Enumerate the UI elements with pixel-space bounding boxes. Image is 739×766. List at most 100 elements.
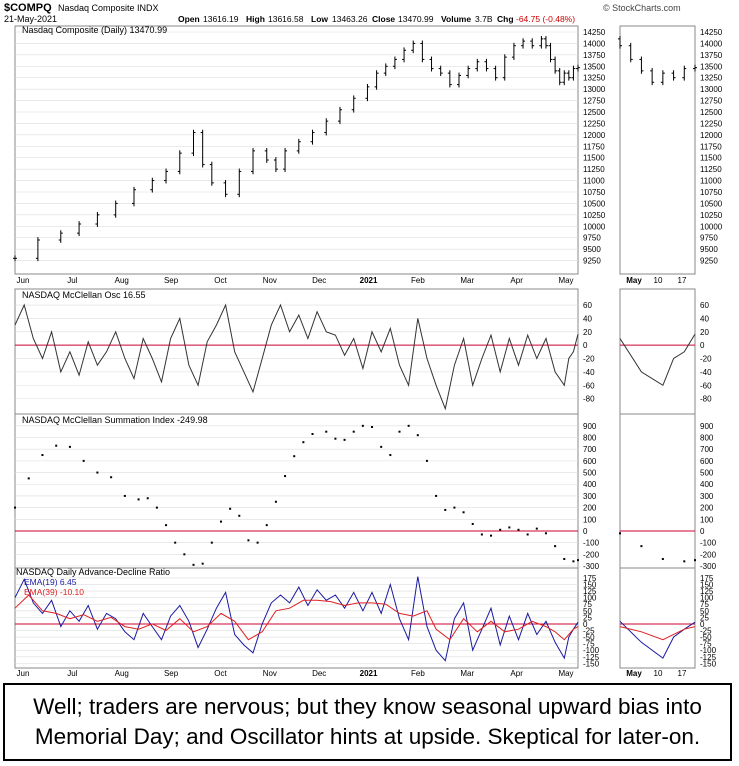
y-tick-label: 13750 bbox=[583, 51, 606, 60]
x-axis-label-bottom: Dec bbox=[312, 669, 326, 678]
zoom-x-label-bottom: 10 bbox=[654, 669, 663, 678]
summation-point bbox=[444, 508, 447, 511]
summation-point bbox=[302, 441, 305, 444]
summation-point bbox=[41, 454, 44, 457]
osc-zoom-series-line-0 bbox=[619, 333, 696, 387]
y-tick-label: 0 bbox=[583, 341, 588, 350]
volume-label: Volume bbox=[441, 14, 471, 24]
zoom-y-tick-label: 800 bbox=[700, 434, 714, 443]
summation-point bbox=[165, 524, 168, 527]
zoom-y-tick-label: 0 bbox=[700, 341, 705, 350]
adr-zoom-series-line-1 bbox=[619, 626, 696, 641]
y-tick-label: 500 bbox=[583, 469, 597, 478]
x-axis-label-bottom: May bbox=[558, 669, 573, 678]
y-tick-label: 20 bbox=[583, 328, 592, 337]
zoom-y-tick-label: 9250 bbox=[700, 257, 718, 266]
x-axis-label-top: Nov bbox=[263, 276, 277, 285]
grid-layer bbox=[14, 25, 696, 669]
zoom-y-tick-label: -200 bbox=[700, 550, 717, 559]
summation-point bbox=[256, 541, 259, 544]
y-tick-label: 13000 bbox=[583, 85, 606, 94]
y-tick-label: -200 bbox=[583, 550, 600, 559]
summation-zoom-frame bbox=[619, 413, 696, 569]
zoom-y-tick-label: 13500 bbox=[700, 62, 723, 71]
zoom-y-tick-label: 9750 bbox=[700, 234, 718, 243]
summation-point bbox=[480, 533, 483, 536]
summation-point bbox=[577, 559, 579, 562]
y-tick-label: -50 bbox=[583, 633, 595, 642]
zoom-y-tick-label: 40 bbox=[700, 314, 709, 323]
y-tick-label: 10250 bbox=[583, 211, 606, 220]
adr-panel-frame bbox=[14, 567, 579, 669]
zoom-y-tick-label: 12000 bbox=[700, 131, 723, 140]
y-tick-label: 11500 bbox=[583, 154, 605, 163]
y-tick-label: 175 bbox=[583, 574, 597, 583]
y-tick-label: -80 bbox=[583, 395, 595, 404]
summation-panel-frame bbox=[14, 413, 579, 569]
adr-series-line-0 bbox=[14, 576, 579, 662]
y-tick-label: 75 bbox=[583, 600, 592, 609]
x-axis-label-top: Feb bbox=[411, 276, 425, 285]
y-tick-label: 100 bbox=[583, 594, 597, 603]
y-tick-label: -100 bbox=[583, 539, 600, 548]
summation-point bbox=[146, 497, 149, 500]
y-tick-label: 14250 bbox=[583, 28, 606, 37]
technical-chart: $COMPQ Nasdaq Composite INDX 21-May-2021… bbox=[4, 2, 723, 678]
zoom-y-tick-label: -20 bbox=[700, 355, 712, 364]
summation-point bbox=[361, 424, 364, 427]
y-tick-label: 600 bbox=[583, 457, 597, 466]
y-tick-label: 12000 bbox=[583, 131, 606, 140]
zoom-y-tick-label: 60 bbox=[700, 301, 709, 310]
zoom-y-tick-label: 11750 bbox=[700, 142, 722, 151]
zoom-y-tick-label: 20 bbox=[700, 328, 709, 337]
y-tick-label: 12750 bbox=[583, 97, 606, 106]
summation-point bbox=[311, 433, 314, 436]
y-tick-label: 0 bbox=[583, 527, 588, 536]
zoom-summation-point bbox=[640, 545, 643, 548]
y-tick-label: 60 bbox=[583, 301, 592, 310]
zoom-y-tick-label: 300 bbox=[700, 492, 714, 501]
summation-point bbox=[265, 524, 268, 527]
x-axis-label-bottom: Nov bbox=[263, 669, 277, 678]
y-tick-label: -25 bbox=[583, 627, 595, 636]
zoom-y-tick-label: 14250 bbox=[700, 28, 723, 37]
zoom-y-tick-label: 10750 bbox=[700, 188, 723, 197]
summation-point bbox=[219, 520, 222, 523]
x-axis-label-bottom: Jun bbox=[17, 669, 30, 678]
commentary-caption: Well; traders are nervous; but they know… bbox=[3, 683, 732, 761]
y-tick-label: 50 bbox=[583, 607, 592, 616]
y-tick-label: 9250 bbox=[583, 257, 601, 266]
y-tick-label: 13250 bbox=[583, 74, 606, 83]
summation-point bbox=[425, 459, 428, 462]
zoom-y-tick-label: -300 bbox=[700, 562, 717, 571]
x-axis-label-bottom: 2021 bbox=[360, 669, 378, 678]
osc-panel-frame bbox=[14, 288, 579, 415]
zoom-y-tick-label: 0 bbox=[700, 527, 705, 536]
summation-point bbox=[192, 563, 195, 566]
low-label: Low bbox=[311, 14, 328, 24]
adr-zoom-series-line-0 bbox=[619, 620, 696, 659]
summation-point bbox=[284, 475, 287, 478]
y-tick-label: 9500 bbox=[583, 245, 601, 254]
zoom-y-tick-label: -50 bbox=[700, 633, 712, 642]
summation-point bbox=[416, 434, 419, 437]
y-tick-label: 300 bbox=[583, 492, 597, 501]
y-tick-label: -40 bbox=[583, 368, 595, 377]
zoom-y-tick-label: 600 bbox=[700, 457, 714, 466]
summation-point bbox=[389, 454, 392, 457]
zoom-y-tick-label: 700 bbox=[700, 445, 714, 454]
summation-point bbox=[572, 560, 575, 563]
zoom-y-tick-label: 12250 bbox=[700, 119, 723, 128]
y-tick-label: 11000 bbox=[583, 177, 605, 186]
x-axis-label-top: Sep bbox=[164, 276, 179, 285]
y-tick-label: 13500 bbox=[583, 62, 606, 71]
y-tick-label: 100 bbox=[583, 515, 597, 524]
y-tick-label: -60 bbox=[583, 381, 595, 390]
summation-point bbox=[517, 528, 520, 531]
chg-label: Chg bbox=[497, 14, 514, 24]
zoom-y-tick-label: 500 bbox=[700, 469, 714, 478]
zoom-y-tick-label: 10500 bbox=[700, 199, 723, 208]
zoom-y-tick-label: 13000 bbox=[700, 85, 723, 94]
summation-point bbox=[96, 471, 99, 474]
osc-panel-title: NASDAQ McClellan Osc 16.55 bbox=[22, 290, 146, 300]
